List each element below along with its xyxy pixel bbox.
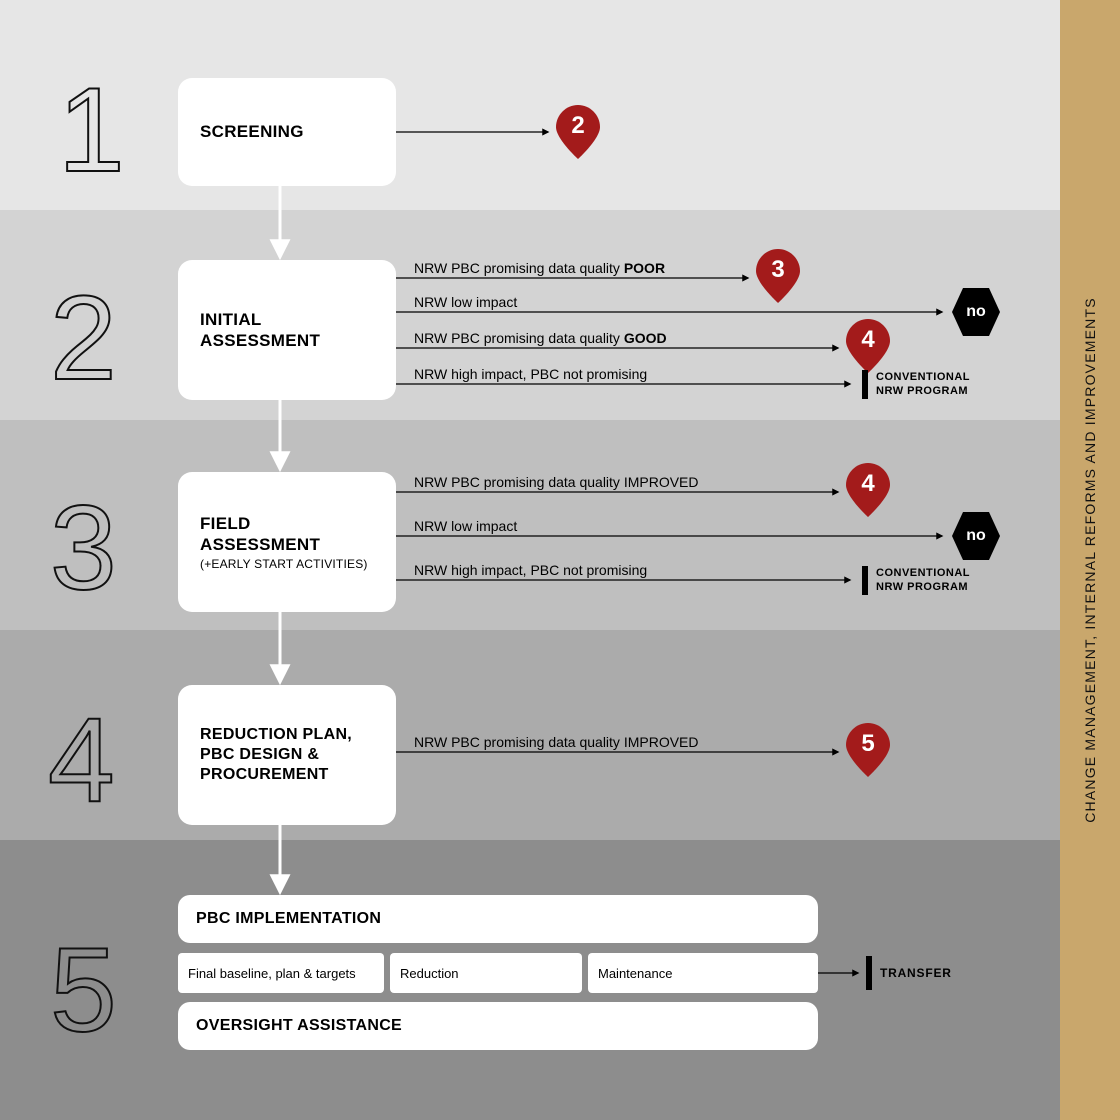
pin-5-4: 5 — [846, 723, 890, 777]
step-subtitle-3: (+EARLY START ACTIVITIES) — [200, 557, 396, 571]
flow-row-3 — [0, 420, 1060, 630]
step-title-1: SCREENING — [200, 121, 396, 142]
pin-number: 2 — [556, 112, 600, 140]
step-title-2: INITIALASSESSMENT — [200, 309, 396, 352]
no-hex-1: no — [950, 510, 1002, 562]
pin-number: 4 — [846, 470, 890, 498]
edge-label-6: NRW low impact — [414, 518, 517, 534]
flow-row-1 — [0, 0, 1060, 210]
impl-phase-1: Reduction — [390, 953, 582, 993]
oversight-assistance-box: OVERSIGHT ASSISTANCE — [178, 1002, 818, 1050]
edge-label-4: NRW high impact, PBC not promising — [414, 366, 647, 382]
pin-2-0: 2 — [556, 105, 600, 159]
no-hex-label: no — [950, 286, 1002, 338]
pin-number: 3 — [756, 256, 800, 284]
step-box-1: SCREENING — [178, 78, 396, 186]
pin-4-3: 4 — [846, 463, 890, 517]
edge-label-1: NRW PBC promising data quality POOR — [414, 260, 665, 276]
pbc-implementation-box: PBC IMPLEMENTATION — [178, 895, 818, 943]
pbc-implementation-title: PBC IMPLEMENTATION — [196, 910, 381, 928]
transfer-label: TRANSFER — [866, 956, 952, 990]
step-title-4: REDUCTION PLAN,PBC DESIGN &PROCUREMENT — [200, 725, 396, 785]
edge-label-2: NRW low impact — [414, 294, 517, 310]
oversight-assistance-title: OVERSIGHT ASSISTANCE — [196, 1017, 402, 1035]
impl-phase-0: Final baseline, plan & targets — [178, 953, 384, 993]
step-box-3: FIELDASSESSMENT(+EARLY START ACTIVITIES) — [178, 472, 396, 612]
conventional-nrw-box-0: CONVENTIONALNRW PROGRAM — [862, 370, 970, 399]
impl-phase-label-1: Reduction — [400, 966, 459, 981]
step-box-2: INITIALASSESSMENT — [178, 260, 396, 400]
sidebar-text: CHANGE MANAGEMENT, INTERNAL REFORMS AND … — [1082, 297, 1098, 823]
impl-phase-label-2: Maintenance — [598, 966, 672, 981]
conventional-nrw-box-1: CONVENTIONALNRW PROGRAM — [862, 566, 970, 595]
step-number-2: 2 — [50, 278, 117, 398]
impl-phase-label-0: Final baseline, plan & targets — [188, 966, 356, 981]
pin-4-2: 4 — [846, 319, 890, 373]
step-number-5: 5 — [50, 930, 117, 1050]
edge-label-3: NRW PBC promising data quality GOOD — [414, 330, 667, 346]
pin-number: 4 — [846, 326, 890, 354]
step-number-3: 3 — [50, 488, 117, 608]
no-hex-0: no — [950, 286, 1002, 338]
edge-label-8: NRW PBC promising data quality IMPROVED — [414, 734, 699, 750]
sidebar: CHANGE MANAGEMENT, INTERNAL REFORMS AND … — [1060, 0, 1120, 1120]
pin-3-1: 3 — [756, 249, 800, 303]
edge-label-5: NRW PBC promising data quality IMPROVED — [414, 474, 699, 490]
no-hex-label: no — [950, 510, 1002, 562]
pin-number: 5 — [846, 730, 890, 758]
step-number-1: 1 — [58, 70, 125, 190]
impl-phase-2: Maintenance — [588, 953, 818, 993]
step-box-4: REDUCTION PLAN,PBC DESIGN &PROCUREMENT — [178, 685, 396, 825]
step-title-3: FIELDASSESSMENT — [200, 513, 396, 556]
step-number-4: 4 — [48, 700, 115, 820]
edge-label-7: NRW high impact, PBC not promising — [414, 562, 647, 578]
